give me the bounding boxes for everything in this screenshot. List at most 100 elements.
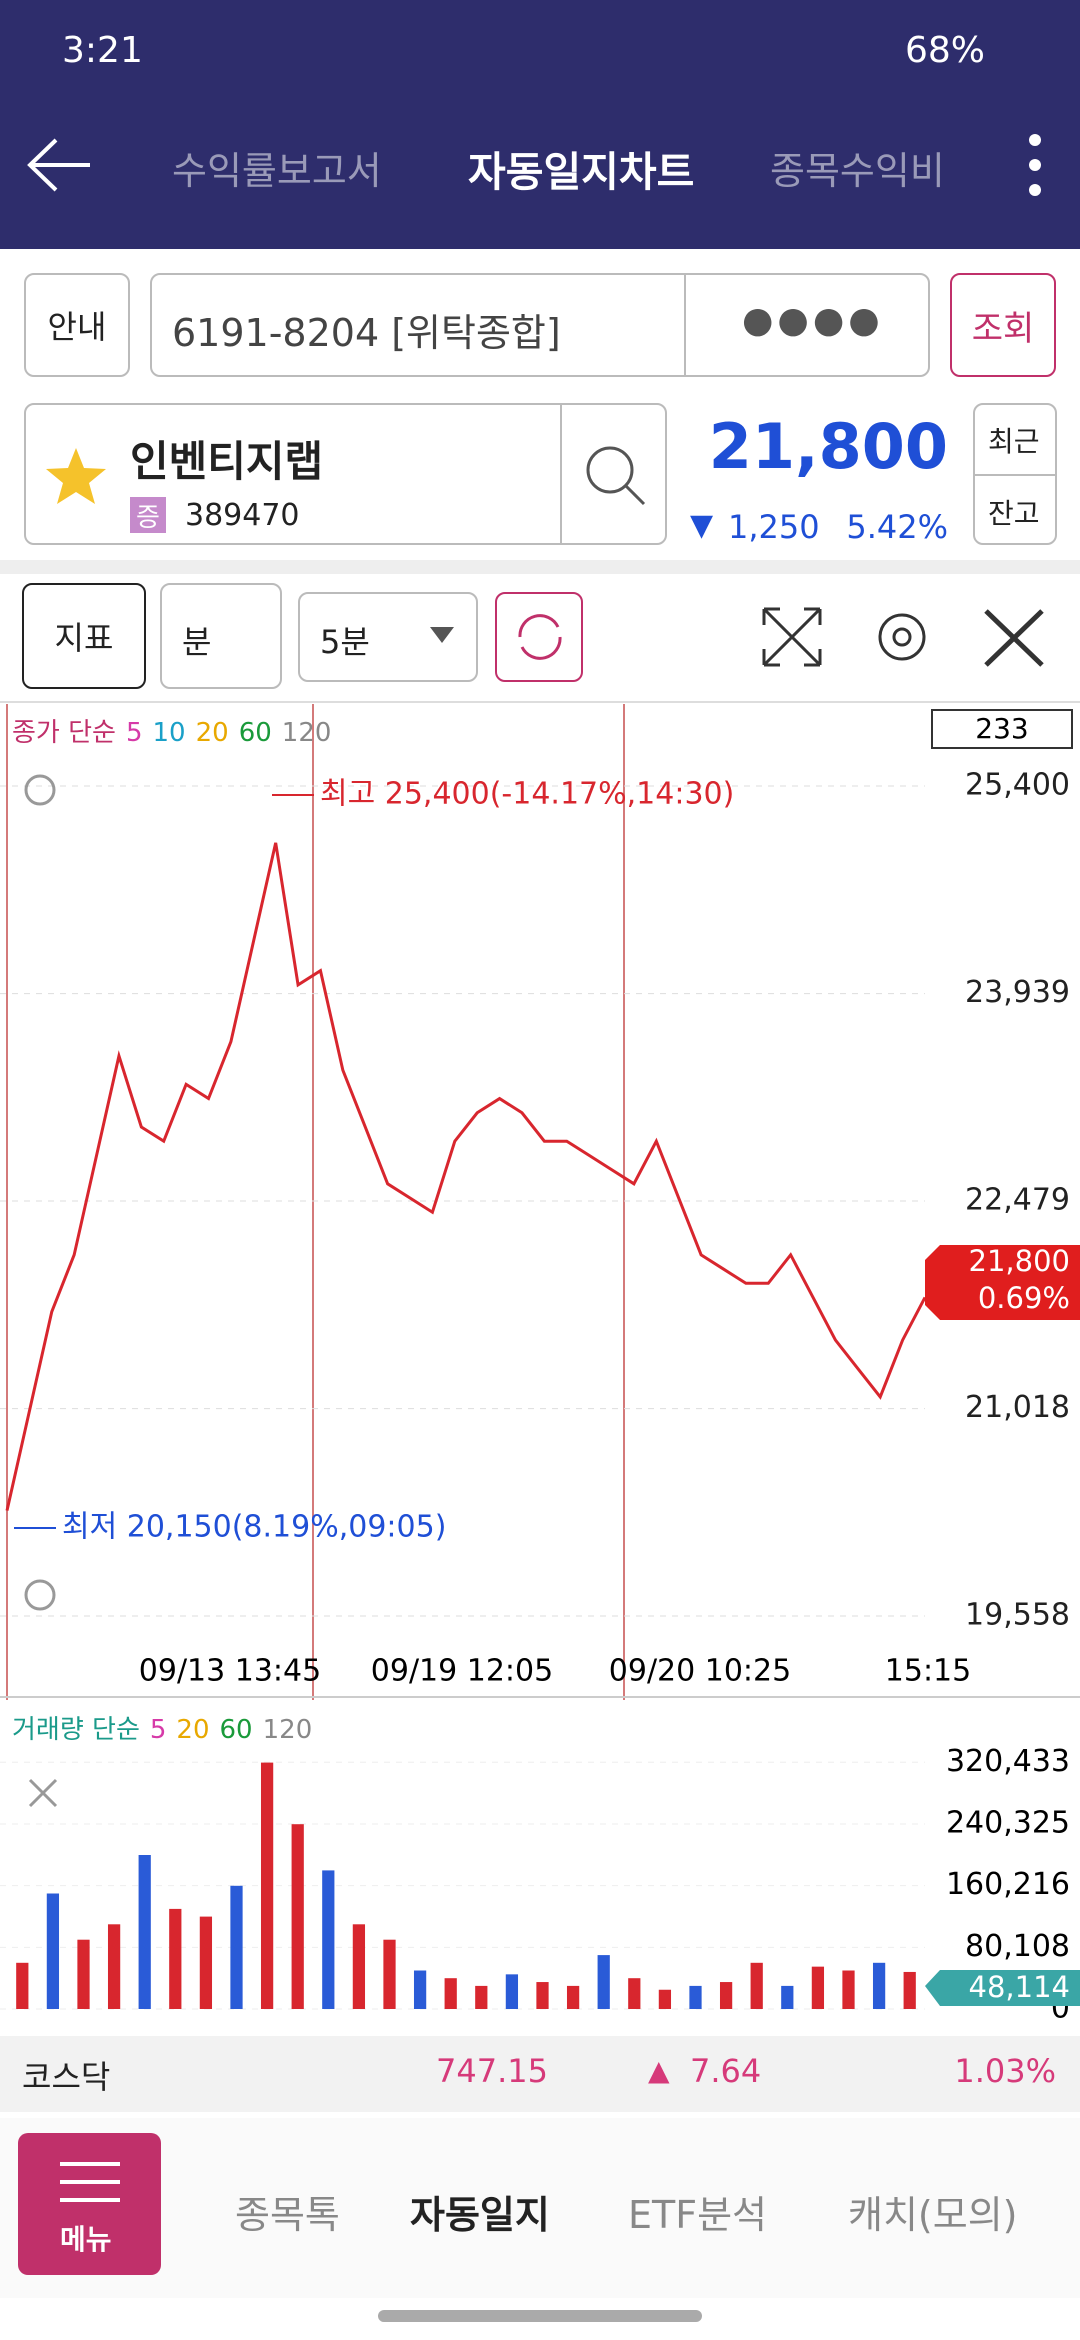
- back-button[interactable]: [20, 130, 100, 200]
- y-tick-label: 320,433: [946, 1744, 1070, 1779]
- volume-bar: [566, 1985, 580, 2009]
- legend-item: 60: [220, 1715, 253, 1745]
- volume-bar: [903, 1971, 916, 2009]
- volume-bar: [46, 1893, 60, 2009]
- stock-badge: 증: [130, 497, 166, 533]
- favorite-star[interactable]: [44, 446, 108, 506]
- nav-item[interactable]: 캐치(모의): [848, 2193, 1018, 2237]
- legend: 거래량 단순 5 20 60 120: [12, 1715, 312, 1745]
- menu-icon: [60, 2162, 120, 2202]
- nav-item[interactable]: ETF분석: [628, 2193, 767, 2237]
- indicator-button[interactable]: 지표: [22, 583, 146, 689]
- y-tick-label: 80,108: [965, 1929, 1070, 1964]
- volume-bar: [107, 1924, 121, 2009]
- legend-item: 10: [153, 718, 186, 748]
- volume-bar: [505, 1974, 519, 2009]
- volume-bar: [689, 1985, 702, 2009]
- volume-bar: [658, 1989, 672, 2009]
- volume-bar: [750, 1962, 763, 2009]
- volume-bar: [16, 1962, 29, 2009]
- legend: 종가 단순 5 10 20 60 120: [12, 718, 331, 748]
- current-pct: 0.69%: [978, 1281, 1070, 1315]
- recent-button[interactable]: 최근: [988, 425, 1040, 458]
- volume-bar: [199, 1916, 213, 2009]
- volume-bar: [322, 1870, 335, 2009]
- volume-bar: [169, 1908, 182, 2009]
- volume-bar: [475, 1985, 488, 2009]
- y-tick-label: 21,018: [965, 1390, 1070, 1425]
- zoom-in: [24, 774, 56, 806]
- market-change-pct: 1.03%: [954, 2052, 1056, 2090]
- query-button[interactable]: 조회: [950, 273, 1056, 377]
- dropdown-arrow: [430, 627, 454, 643]
- current-price: 21,800: [969, 1244, 1070, 1278]
- more-menu[interactable]: [1020, 130, 1050, 200]
- period-select[interactable]: [298, 592, 478, 682]
- legend-item: 5: [150, 1715, 167, 1745]
- legend-item: 20: [176, 1715, 209, 1745]
- period-label: 5분: [320, 623, 370, 661]
- account-select[interactable]: [150, 273, 930, 377]
- tab[interactable]: 수익률보고서: [172, 149, 382, 193]
- unit-label: 분: [182, 623, 212, 661]
- unit-button[interactable]: [160, 583, 282, 689]
- nav-bg: [0, 2118, 1080, 2298]
- nav-item-active[interactable]: 자동일지: [410, 2193, 550, 2237]
- status-battery: 68%: [905, 30, 986, 71]
- nav-item[interactable]: 종목톡: [235, 2193, 340, 2237]
- stock-change-pct: 5.42%: [846, 508, 948, 546]
- menu-button[interactable]: [18, 2133, 161, 2275]
- y-tick-label: 240,325: [946, 1805, 1070, 1840]
- stock-code: 389470: [185, 498, 300, 533]
- refresh-icon: [518, 614, 562, 660]
- volume-bar: [230, 1885, 243, 2009]
- market-change: 7.64: [690, 2052, 762, 2090]
- legend-item: 120: [263, 1715, 313, 1745]
- volume-bar: [352, 1924, 366, 2009]
- divider: [975, 474, 1055, 476]
- x-tick-label: 09/13 13:45: [139, 1654, 321, 1689]
- low-annotation: 최저 20,150(8.19%,09:05): [62, 1510, 446, 1545]
- volume-bar: [138, 1855, 151, 2009]
- volume-bar: [413, 1970, 427, 2009]
- x-tick-label: 09/19 12:05: [371, 1654, 553, 1689]
- divider: [560, 405, 562, 543]
- x-tick-label: 09/20 10:25: [609, 1654, 791, 1689]
- guide-button[interactable]: 안내: [24, 273, 130, 377]
- divider: [684, 275, 686, 375]
- stock-change: 1,250: [728, 508, 820, 546]
- volume-bar: [719, 1982, 733, 2009]
- count-box: [931, 709, 1073, 749]
- current-volume-tag: [925, 1970, 1080, 2006]
- search-button[interactable]: [580, 440, 650, 510]
- status-time: 3:21: [62, 30, 143, 71]
- password[interactable]: ●●●●: [742, 300, 884, 341]
- volume-bar: [444, 1978, 457, 2009]
- y-tick-label: 25,400: [965, 767, 1070, 802]
- menu-label: 메뉴: [60, 2223, 112, 2256]
- volume-bar: [536, 1982, 549, 2009]
- home-indicator: [378, 2310, 702, 2322]
- volume-bar: [872, 1962, 886, 2009]
- tab-active[interactable]: 자동일지차트: [468, 148, 695, 196]
- separator: [0, 560, 1080, 574]
- account-number: 6191-8204 [위탁종합]: [172, 311, 561, 355]
- price-line: [5, 842, 927, 1511]
- header-bg: [0, 0, 1080, 249]
- refresh-button[interactable]: [495, 592, 583, 682]
- tool-icons[interactable]: [760, 605, 1060, 671]
- tab[interactable]: 종목수익비: [770, 149, 945, 193]
- volume-bar: [842, 1970, 855, 2009]
- volume-bar: [628, 1978, 641, 2009]
- volume-bar: [291, 1824, 304, 2009]
- current-tag: [925, 1245, 1080, 1320]
- volume-bar: [811, 1966, 825, 2009]
- stock-price: 21,800: [708, 410, 948, 483]
- close-icon: [28, 1778, 58, 1808]
- legend-item: 5: [126, 718, 143, 748]
- count-label: 233: [975, 712, 1028, 745]
- stock-select[interactable]: [24, 403, 667, 545]
- balance-button[interactable]: 잔고: [988, 497, 1040, 530]
